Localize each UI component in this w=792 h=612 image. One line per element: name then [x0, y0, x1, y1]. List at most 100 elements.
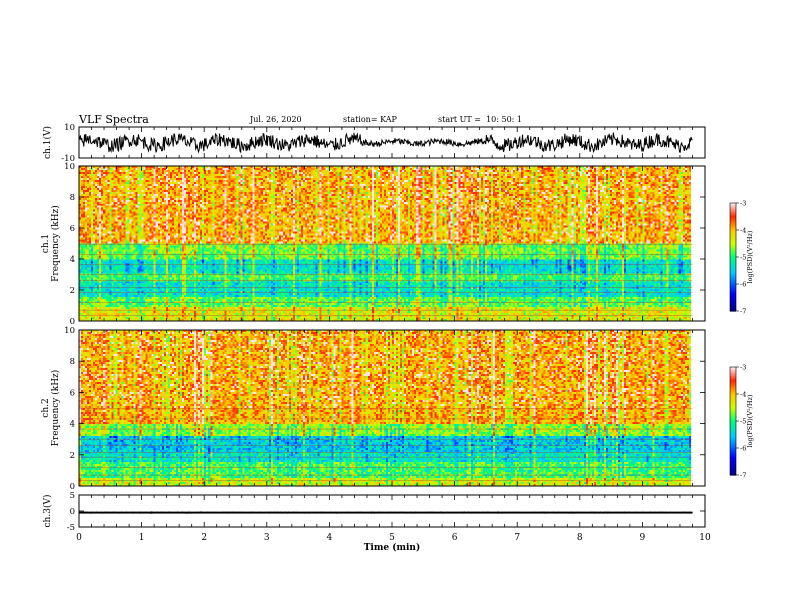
ch2-spectrogram-colorbar-cell-55 [730, 466, 736, 469]
ch1-spectrogram-colorbar-cell-4 [730, 210, 736, 213]
ch1-spectrogram-colorbar-cell-39 [730, 273, 736, 276]
ch2-spectrogram-colorbar-cell-49 [730, 455, 736, 458]
ch1-spectrogram-colorbar-cell-31 [730, 258, 736, 262]
ch2-spectrogram-ytick-label-2: 4 [70, 420, 75, 430]
ch1-spectrogram-colorbar-cell-42 [730, 278, 736, 281]
xtick-label-2: 2 [201, 533, 207, 543]
ch1-waveform-ytick-label-1: -10 [61, 154, 75, 164]
ch1-spectrogram-colorbar-cell-40 [730, 275, 736, 278]
ch1-spectrogram-colorbar-cell-32 [730, 260, 736, 263]
ch3-waveform-ytick-label-1: 0 [70, 507, 75, 517]
ch2-spectrogram-colorbar-cell-50 [730, 457, 736, 460]
ch2-spectrogram-ytick-label-1: 2 [70, 451, 75, 461]
ch2-spectrogram-colorbar-cell-5 [730, 376, 736, 379]
ch1-spectrogram-colorbar-cell-12 [730, 224, 736, 227]
ch2-spectrogram-colorbar-cell-43 [730, 444, 736, 447]
ch2-spectrogram-ytick-label-5: 10 [64, 326, 75, 336]
ch1-spectrogram-colorbar-cell-53 [730, 298, 736, 301]
ch1-spectrogram-colorbar-cell-26 [730, 249, 736, 253]
ch1-spectrogram-colorbar-cell-22 [730, 242, 736, 245]
date-label: Jul. 26, 2020 [250, 115, 302, 124]
ch1-spectrogram-colorbar-cell-1 [730, 204, 736, 208]
ch2-spectrogram-colorbar-cell-59 [730, 473, 736, 476]
xtick-label-5: 5 [389, 533, 395, 543]
ch1-spectrogram-colorbar-cell-41 [730, 276, 736, 280]
ch2-spectrogram-colorbar-cell-29 [730, 419, 736, 422]
ch2-spectrogram-colorbar-cell-1 [730, 368, 736, 372]
xtick-label-1: 1 [139, 533, 145, 543]
ch1-spectrogram-colorbar-cell-58 [730, 307, 736, 310]
ch1-spectrogram-colorbar-cell-27 [730, 251, 736, 254]
ch1-spectrogram-colorbar-cell-11 [730, 222, 736, 226]
ch1-spectrogram-colorbar-cell-16 [730, 231, 736, 235]
ch2-spectrogram-colorbar-cell-57 [730, 469, 736, 472]
xtick-label-0: 0 [76, 533, 82, 543]
ch1-spectrogram-ytick-label-0: 0 [70, 317, 75, 327]
ch1-spectrogram-colorbar-cell-10 [730, 221, 736, 224]
ch2-spectrogram-colorbar-tick-label-0: -3 [740, 364, 746, 372]
ch2-spectrogram-colorbar-cell-34 [730, 428, 736, 431]
ch1-spectrogram-colorbar-cell-35 [730, 266, 736, 269]
ch1-spectrogram-colorbar-tick-label-1: -4 [740, 227, 746, 235]
ch2-spectrogram-colorbar-tick-label-1: -4 [740, 391, 746, 399]
ch1-spectrogram-colorbar-cell-18 [730, 235, 736, 238]
ch2-spectrogram-colorbar-cell-2 [730, 370, 736, 373]
ch2-spectrogram-colorbar-cell-56 [730, 467, 736, 471]
ch2-spectrogram-colorbar-label: log(PSD)(V²/Hz) [746, 394, 754, 447]
ch1-spectrogram-colorbar-cell-57 [730, 305, 736, 308]
ch2-spectrogram-colorbar-cell-16 [730, 395, 736, 399]
ch2-spectrogram-colorbar-cell-38 [730, 435, 736, 438]
ch1-spectrogram-colorbar-tick-label-0: -3 [740, 200, 746, 208]
ch1-spectrogram-ytick-label-3: 6 [70, 224, 75, 234]
ch1-spectrogram-colorbar-cell-37 [730, 269, 736, 272]
ch2-spectrogram-colorbar-cell-36 [730, 431, 736, 435]
ch2-spectrogram-colorbar-tick-label-2: -5 [740, 418, 746, 426]
ch2-spectrogram-colorbar-cell-10 [730, 385, 736, 388]
ch2-spectrogram-ytick-label-0: 0 [70, 482, 75, 492]
ch2-spectrogram-colorbar-cell-23 [730, 408, 736, 411]
ch2-spectrogram-colorbar-cell-44 [730, 446, 736, 449]
ch1-spectrogram-colorbar-cell-2 [730, 206, 736, 209]
ch2-spectrogram-colorbar-cell-28 [730, 417, 736, 420]
ch2-spectrogram-colorbar-cell-32 [730, 424, 736, 427]
ch1-spectrogram-ytick-label-5: 10 [64, 162, 75, 172]
ch2-spectrogram-colorbar-cell-40 [730, 439, 736, 442]
xaxis-label: Time (min) [364, 542, 421, 553]
ch3-waveform-band [79, 511, 693, 514]
ch1-spectrogram-ylabel-channel: ch.1 [41, 234, 51, 253]
ch1-spectrogram-colorbar-tick-label-3: -6 [740, 281, 746, 289]
ch1-waveform-ylabel: ch.1(V) [42, 126, 53, 159]
ch1-spectrogram-colorbar-cell-14 [730, 228, 736, 231]
ch2-spectrogram-colorbar-cell-25 [730, 412, 736, 415]
ch2-spectrogram-colorbar-cell-13 [730, 390, 736, 393]
ch1-spectrogram-ytick-label-2: 4 [70, 255, 75, 265]
ch1-spectrogram-ytick-label-4: 8 [70, 193, 75, 203]
ch2-spectrogram-colorbar-cell-3 [730, 372, 736, 375]
ch2-spectrogram-colorbar-cell-54 [730, 464, 736, 467]
ch1-spectrogram-colorbar-cell-6 [730, 213, 736, 217]
xtick-label-4: 4 [327, 533, 333, 543]
ch1-spectrogram-colorbar-cell-17 [730, 233, 736, 236]
ch1-spectrogram-colorbar-cell-20 [730, 239, 736, 242]
ch2-spectrogram-colorbar-cell-48 [730, 453, 736, 456]
ch2-spectrogram-colorbar-cell-12 [730, 388, 736, 391]
ch3-waveform-ylabel: ch.3(V) [42, 495, 53, 528]
ch2-spectrogram-colorbar-cell-42 [730, 442, 736, 445]
ch1-spectrogram-colorbar-cell-33 [730, 262, 736, 265]
ch2-spectrogram-colorbar-cell-17 [730, 397, 736, 400]
ch1-spectrogram-colorbar-cell-23 [730, 244, 736, 247]
ch2-spectrogram-ytick-label-4: 8 [70, 357, 75, 367]
ch2-spectrogram-colorbar-cell-7 [730, 379, 736, 382]
ch3-waveform-ytick-label-2: -5 [67, 523, 75, 533]
station-label: station= KAP [343, 115, 397, 124]
ch1-spectrogram-colorbar-cell-3 [730, 208, 736, 211]
ch1-spectrogram-colorbar-cell-30 [730, 257, 736, 260]
xtick-label-3: 3 [264, 533, 270, 543]
xtick-label-7: 7 [514, 533, 520, 543]
ch2-spectrogram-colorbar-cell-47 [730, 451, 736, 454]
ch1-waveform-ytick-label-0: 10 [64, 123, 75, 133]
ch1-spectrogram-colorbar-cell-49 [730, 291, 736, 294]
ch2-spectrogram-colorbar-cell-6 [730, 377, 736, 381]
ch1-spectrogram-colorbar-cell-9 [730, 219, 736, 222]
